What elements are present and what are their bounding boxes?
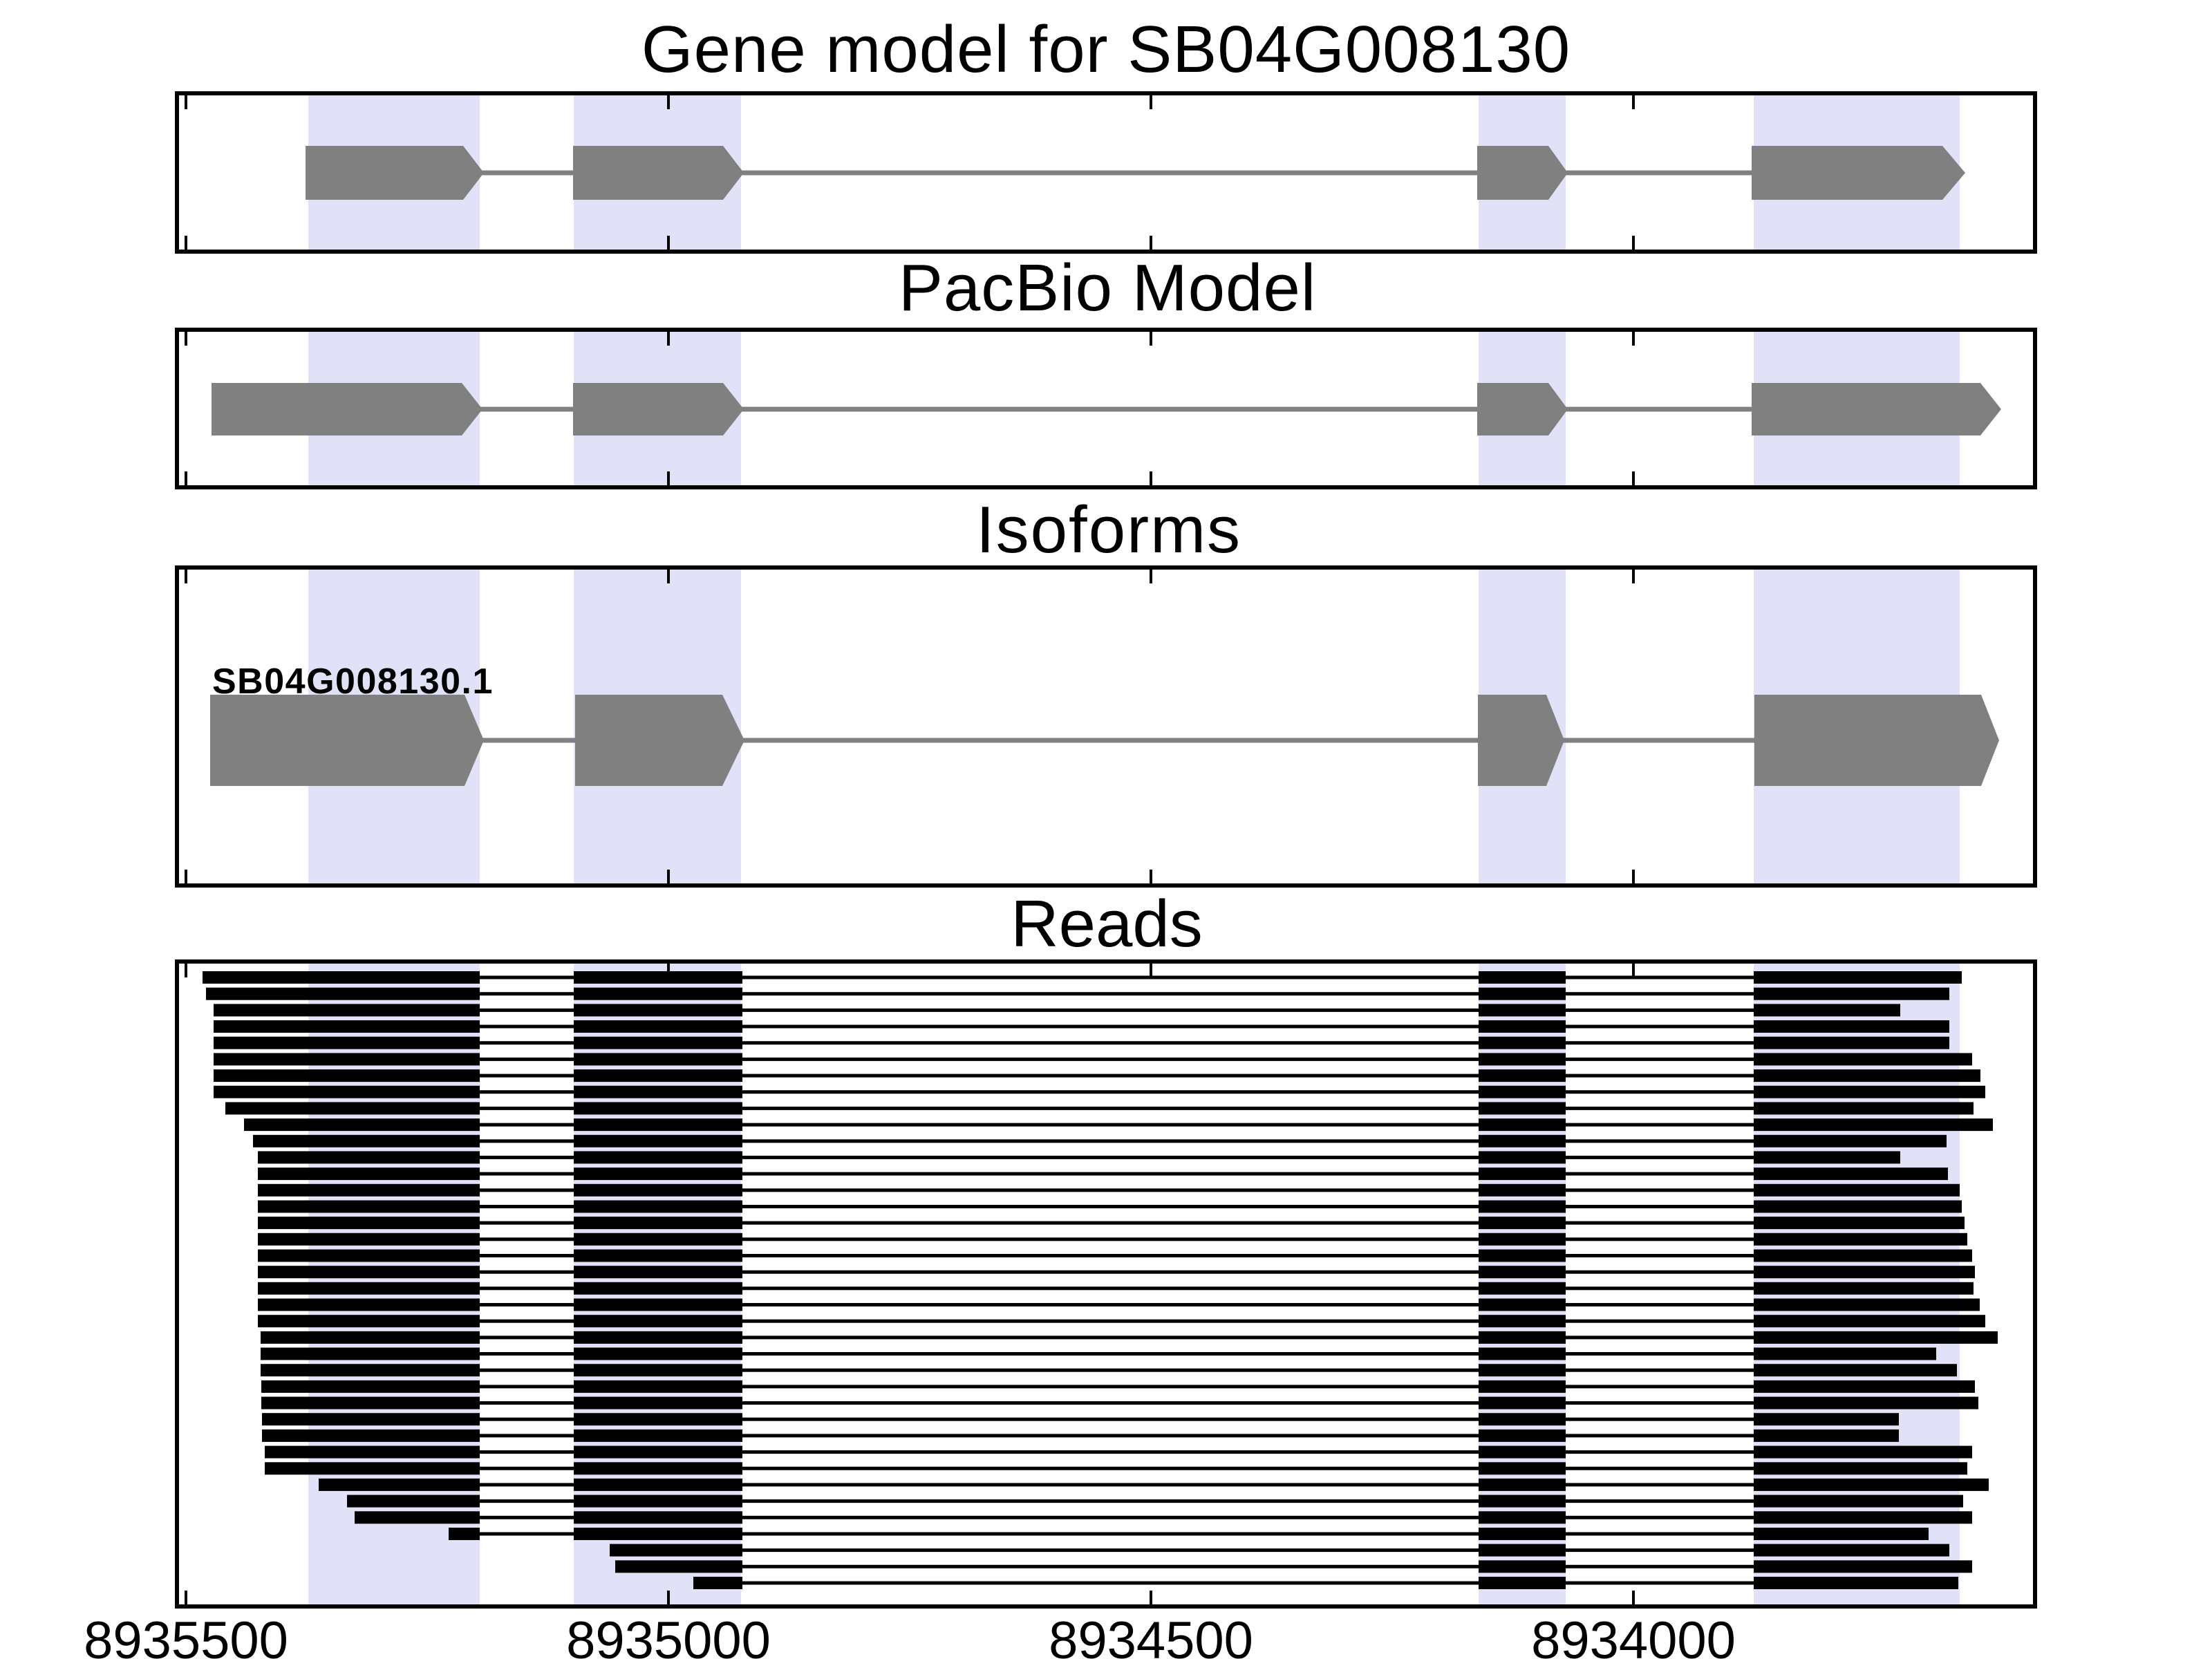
svg-text:Gene model for SB04G008130: Gene model for SB04G008130	[641, 12, 1571, 86]
svg-text:8934500: 8934500	[1049, 1611, 1253, 1659]
svg-text:PacBio Model: PacBio Model	[899, 251, 1316, 325]
svg-text:SB04G008130.1: SB04G008130.1	[212, 662, 494, 702]
svg-text:8935000: 8935000	[566, 1611, 771, 1659]
svg-text:8934000: 8934000	[1531, 1611, 1736, 1659]
svg-text:8935500: 8935500	[84, 1611, 288, 1659]
svg-text:Reads: Reads	[1011, 887, 1203, 961]
svg-text:Isoforms: Isoforms	[976, 493, 1241, 567]
